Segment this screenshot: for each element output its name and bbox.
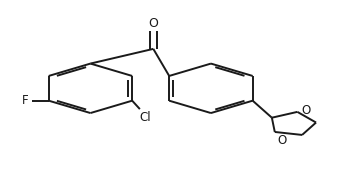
Text: Cl: Cl <box>140 111 151 124</box>
Text: F: F <box>22 94 29 107</box>
Text: O: O <box>278 134 287 147</box>
Text: O: O <box>302 104 311 117</box>
Text: O: O <box>148 17 158 29</box>
